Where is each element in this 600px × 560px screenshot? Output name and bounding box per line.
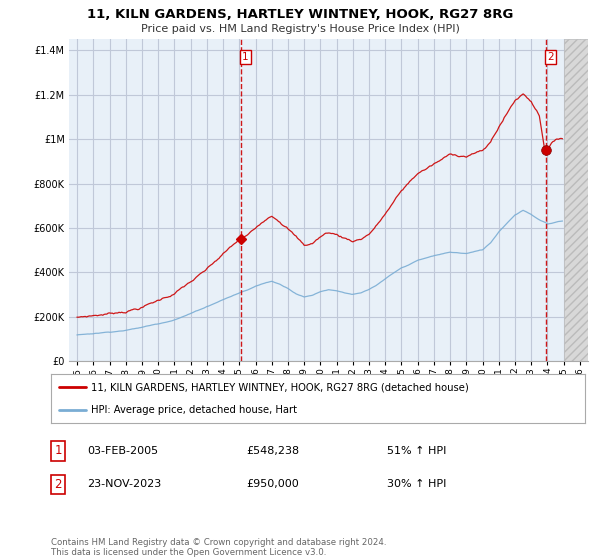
Text: 1: 1	[55, 444, 62, 458]
Text: 11, KILN GARDENS, HARTLEY WINTNEY, HOOK, RG27 8RG (detached house): 11, KILN GARDENS, HARTLEY WINTNEY, HOOK,…	[91, 382, 469, 393]
Text: 11, KILN GARDENS, HARTLEY WINTNEY, HOOK, RG27 8RG: 11, KILN GARDENS, HARTLEY WINTNEY, HOOK,…	[87, 8, 513, 21]
Text: 2: 2	[55, 478, 62, 491]
Text: 03-FEB-2005: 03-FEB-2005	[87, 446, 158, 456]
Text: 2: 2	[547, 52, 554, 62]
Text: 23-NOV-2023: 23-NOV-2023	[87, 479, 161, 489]
Text: 30% ↑ HPI: 30% ↑ HPI	[387, 479, 446, 489]
Bar	[563, 39, 600, 361]
Text: Contains HM Land Registry data © Crown copyright and database right 2024.
This d: Contains HM Land Registry data © Crown c…	[51, 538, 386, 557]
Text: £548,238: £548,238	[246, 446, 299, 456]
Text: £950,000: £950,000	[246, 479, 299, 489]
Text: HPI: Average price, detached house, Hart: HPI: Average price, detached house, Hart	[91, 405, 297, 416]
Text: 51% ↑ HPI: 51% ↑ HPI	[387, 446, 446, 456]
Text: 1: 1	[242, 52, 249, 62]
Text: Price paid vs. HM Land Registry's House Price Index (HPI): Price paid vs. HM Land Registry's House …	[140, 24, 460, 34]
